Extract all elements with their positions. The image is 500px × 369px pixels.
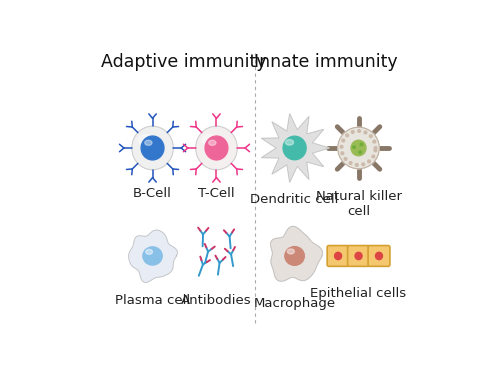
Ellipse shape [283, 136, 306, 160]
Circle shape [344, 158, 347, 160]
Polygon shape [262, 114, 329, 182]
Ellipse shape [141, 136, 164, 160]
Circle shape [360, 143, 363, 146]
Ellipse shape [288, 249, 294, 254]
Circle shape [346, 134, 348, 137]
Circle shape [342, 139, 344, 142]
Circle shape [341, 152, 344, 155]
FancyBboxPatch shape [348, 245, 370, 266]
Circle shape [373, 140, 376, 143]
Circle shape [340, 145, 343, 148]
Ellipse shape [355, 252, 362, 260]
Circle shape [358, 130, 360, 132]
Polygon shape [270, 227, 322, 281]
Circle shape [364, 131, 367, 134]
Ellipse shape [286, 139, 294, 145]
Circle shape [349, 162, 352, 164]
Circle shape [358, 151, 362, 154]
Ellipse shape [202, 135, 218, 145]
Text: Innate immunity: Innate immunity [254, 54, 398, 71]
Text: Antibodies: Antibodies [181, 294, 252, 307]
Circle shape [374, 146, 377, 149]
Text: Dendritic cell: Dendritic cell [250, 193, 339, 206]
Text: B-Cell: B-Cell [133, 187, 172, 200]
Circle shape [374, 149, 376, 152]
Text: Adaptive immunity: Adaptive immunity [101, 54, 266, 71]
Circle shape [352, 146, 356, 149]
Text: Macrophage: Macrophage [254, 297, 336, 310]
Ellipse shape [208, 140, 216, 145]
FancyBboxPatch shape [327, 245, 349, 266]
Ellipse shape [132, 126, 173, 170]
FancyBboxPatch shape [368, 245, 390, 266]
Ellipse shape [334, 252, 342, 260]
Ellipse shape [285, 246, 304, 265]
Ellipse shape [376, 252, 382, 260]
Circle shape [368, 160, 370, 163]
Circle shape [352, 131, 354, 133]
Circle shape [372, 155, 374, 158]
Text: Natural killer
cell: Natural killer cell [316, 190, 402, 218]
Ellipse shape [351, 140, 366, 156]
Text: Plasma cell: Plasma cell [115, 294, 190, 307]
Ellipse shape [145, 140, 152, 145]
Circle shape [338, 127, 380, 169]
Circle shape [356, 163, 358, 166]
Circle shape [362, 163, 364, 166]
Text: T-Cell: T-Cell [198, 187, 235, 200]
Ellipse shape [143, 247, 162, 265]
Ellipse shape [138, 135, 154, 145]
Circle shape [370, 135, 372, 138]
Ellipse shape [196, 126, 237, 170]
Polygon shape [128, 230, 178, 282]
Text: Epithelial cells: Epithelial cells [310, 287, 406, 300]
Ellipse shape [146, 249, 152, 254]
Ellipse shape [205, 136, 228, 160]
